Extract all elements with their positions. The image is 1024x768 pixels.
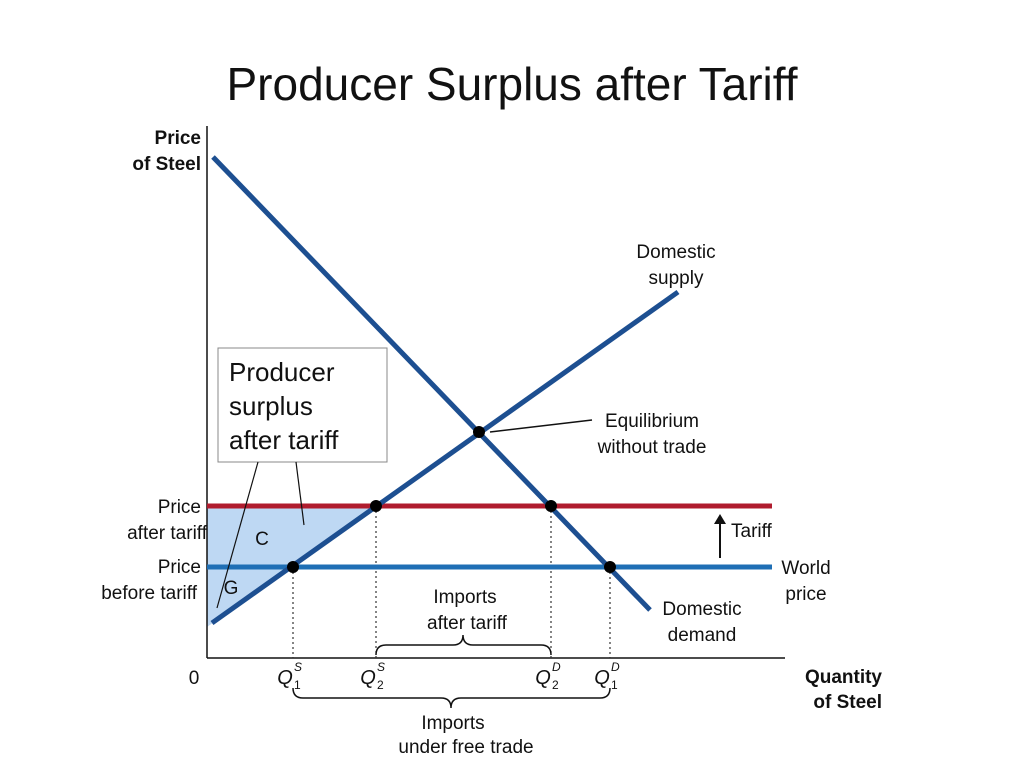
region-g: G: [224, 578, 239, 599]
price-after-label: after tariff: [127, 523, 208, 544]
equilibrium-label: Equilibrium: [605, 411, 699, 432]
quantity-sub: 1: [294, 678, 301, 692]
quantity-sup: D: [611, 660, 620, 674]
callout-text: after tariff: [229, 425, 339, 455]
world-price-label: World: [781, 558, 830, 579]
callout-text: Producer: [229, 357, 335, 387]
origin: 0: [189, 668, 200, 689]
y-axis-label: Price: [155, 128, 201, 149]
x-axis-label: of Steel: [813, 692, 882, 713]
brace: [375, 634, 552, 656]
price-after-label: Price: [158, 497, 201, 518]
region-c: C: [255, 529, 269, 550]
equilibrium-pointer: [489, 419, 593, 433]
price-before-label: before tariff: [101, 583, 197, 604]
equilibrium-label: without trade: [597, 437, 707, 458]
quantity-symbol: Q: [360, 667, 376, 689]
quantity-symbol: Q: [277, 667, 293, 689]
world-price-label: price: [785, 584, 826, 605]
quantity-sup: S: [377, 660, 385, 674]
y-axis-label: of Steel: [132, 154, 201, 175]
callout-pointer: [216, 461, 259, 609]
imports-label: under free trade: [398, 737, 533, 758]
quantity-sup: D: [552, 660, 561, 674]
demand-label: Domestic: [662, 599, 741, 620]
quantity-sub: 1: [611, 678, 618, 692]
x-axis-label: Quantity: [805, 667, 882, 688]
imports-label: Imports: [433, 587, 496, 608]
callout-pointer: [295, 461, 305, 526]
tariff-label: Tariff: [731, 521, 773, 542]
quantity-sup: S: [294, 660, 302, 674]
tariff-arrowhead: [714, 514, 726, 524]
quantity-sub: 2: [377, 678, 384, 692]
callout-text: surplus: [229, 391, 313, 421]
quantity-labels: Q 1S Q 2S Q 2D Q 1D: [277, 660, 620, 692]
quantity-symbol: Q: [535, 667, 551, 689]
title: Producer Surplus after Tariff: [226, 58, 797, 110]
imports-label: Imports: [421, 713, 484, 734]
drop-lines: [292, 506, 611, 658]
price-before-label: Price: [158, 557, 201, 578]
quantity-symbol: Q: [594, 667, 610, 689]
points: [287, 426, 616, 573]
demand-curve: [211, 155, 652, 612]
callout-box: [217, 347, 388, 463]
supply-label: Domestic: [636, 242, 715, 263]
brace: [292, 687, 611, 709]
demand-label: demand: [668, 625, 737, 646]
supply-label: supply: [649, 268, 704, 289]
quantity-sub: 2: [552, 678, 559, 692]
imports-label: after tariff: [427, 613, 508, 634]
